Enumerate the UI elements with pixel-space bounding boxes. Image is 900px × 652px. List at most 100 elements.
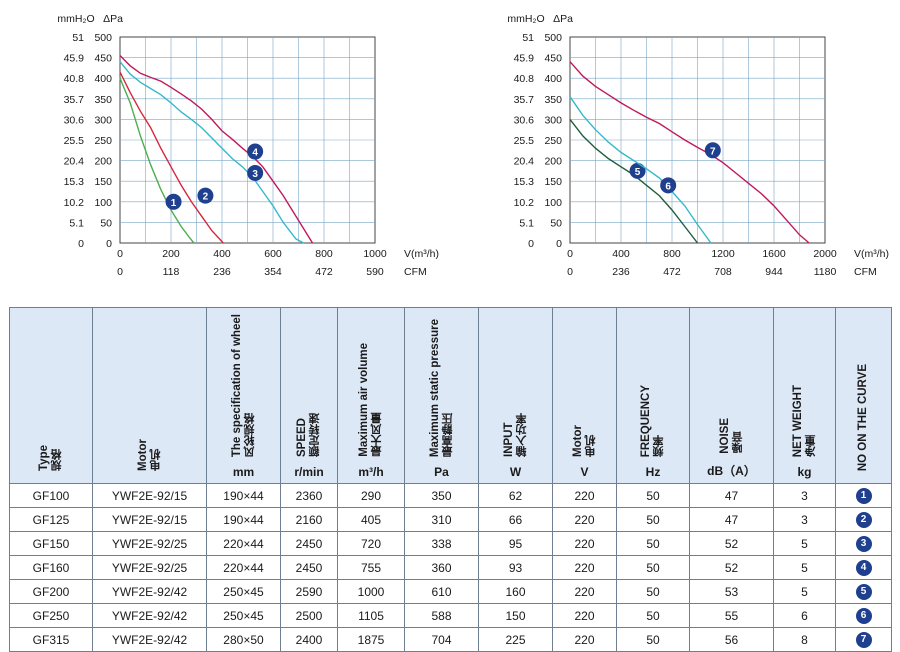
curve-number-badge: 5 bbox=[855, 583, 872, 600]
cell-noise: 53 bbox=[689, 579, 774, 605]
header-label: NET WEIGHT 净重 bbox=[792, 379, 818, 463]
header-label-en: NO ON THE CURVE bbox=[857, 364, 869, 472]
chart0-ytick-mmh2o: 51 bbox=[72, 32, 84, 44]
cell-curve: 4 bbox=[835, 555, 892, 581]
cell-input: 95 bbox=[478, 531, 553, 557]
cell-type: GF150 bbox=[9, 531, 93, 557]
curve-number-badge: 1 bbox=[855, 487, 872, 504]
header-unit: r/min bbox=[294, 465, 324, 480]
chart1-xunit-bottom: CFM bbox=[854, 266, 877, 278]
chart1-xtick-m3h: 1200 bbox=[711, 248, 735, 260]
header-unit: mm bbox=[232, 465, 255, 480]
chart1-xtick-cfm: 944 bbox=[765, 266, 783, 278]
cell-noise: 52 bbox=[689, 531, 774, 557]
table-header-cell: Motor 电机 bbox=[92, 306, 207, 485]
cell-noise: 56 bbox=[689, 627, 774, 652]
curve-marker-label-2: 2 bbox=[203, 192, 209, 203]
curve-line-2 bbox=[119, 71, 224, 244]
chart1-xtick-m3h: 1600 bbox=[762, 248, 786, 260]
header-label: Motor 电机 bbox=[572, 419, 598, 463]
header-unit: Hz bbox=[645, 465, 661, 480]
chart1-ytick-mmh2o: 35.7 bbox=[514, 94, 535, 106]
curve-marker-label-4: 4 bbox=[252, 148, 258, 159]
header-label: SPEED 额定转速 bbox=[296, 407, 322, 463]
cell-noise: 47 bbox=[689, 507, 774, 533]
curve-number-badge: 4 bbox=[855, 559, 872, 576]
header-label-en: Motor bbox=[571, 425, 584, 458]
curve-number-badge: 3 bbox=[855, 535, 872, 552]
chart0-ytick-mmh2o: 5.1 bbox=[69, 217, 84, 229]
header-label-cn: 风轮规格 bbox=[243, 413, 256, 458]
cell-speed: 2400 bbox=[280, 627, 338, 652]
table-row: GF200 YWF2E-92/42 250×45 2590 1000 610 160 220 5… bbox=[9, 579, 892, 605]
chart1-ytick-pa: 450 bbox=[544, 53, 562, 65]
cell-volt: 220 bbox=[552, 627, 617, 652]
header-label-cn: 输入功率 bbox=[515, 413, 528, 458]
cell-pressure: 588 bbox=[404, 603, 479, 629]
cell-air: 720 bbox=[337, 531, 405, 557]
curve-number-badge: 7 bbox=[855, 631, 872, 648]
cell-pressure: 338 bbox=[404, 531, 479, 557]
cell-wheel: 220×44 bbox=[206, 555, 281, 581]
header-label-en: Maximum air volume bbox=[358, 343, 370, 458]
chart1-ytick-pa: 150 bbox=[544, 176, 562, 188]
cell-air: 1875 bbox=[337, 627, 405, 652]
cell-pressure: 704 bbox=[404, 627, 479, 652]
header-label: Maximum static pressure 最高静压 bbox=[429, 313, 455, 463]
curve-line-7 bbox=[569, 61, 810, 244]
chart0-xtick-m3h: 1000 bbox=[363, 248, 387, 260]
header-unit: Pa bbox=[434, 465, 449, 480]
cell-volt: 220 bbox=[552, 579, 617, 605]
cell-speed: 2360 bbox=[280, 483, 338, 509]
cell-noise: 47 bbox=[689, 483, 774, 509]
table-header-cell: NO ON THE CURVE bbox=[835, 306, 892, 485]
header-label: INPUT 输入功率 bbox=[503, 407, 529, 463]
curve-marker-label-6: 6 bbox=[665, 181, 671, 192]
chart1-xtick-m3h: 0 bbox=[567, 248, 573, 260]
chart0-ytick-mmh2o: 45.9 bbox=[64, 53, 85, 65]
chart0-ytick-pa: 400 bbox=[94, 73, 112, 85]
chart1-xunit-top: V(m³/h) bbox=[854, 248, 889, 260]
table-header-cell: INPUT 输入功率 W bbox=[478, 306, 553, 485]
cell-type: GF315 bbox=[9, 627, 93, 652]
header-label-en: FREQUENCY bbox=[640, 384, 652, 458]
chart1-ytick-pa: 250 bbox=[544, 135, 562, 147]
cell-pressure: 310 bbox=[404, 507, 479, 533]
curve-line-6 bbox=[569, 96, 712, 244]
chart1-ytick-pa: 200 bbox=[544, 156, 562, 168]
cell-air: 405 bbox=[337, 507, 405, 533]
chart0-ytick-mmh2o: 10.2 bbox=[64, 197, 85, 209]
curve-line-3 bbox=[119, 61, 304, 244]
chart1-ytick-pa: 300 bbox=[544, 114, 562, 126]
chart1-xtick-m3h: 800 bbox=[663, 248, 681, 260]
cell-curve: 2 bbox=[835, 507, 892, 533]
table-header-cell: Maximum static pressure 最高静压 Pa bbox=[404, 306, 479, 485]
cell-curve: 6 bbox=[835, 603, 892, 629]
header-label-cn: 频率 bbox=[653, 435, 665, 458]
chart1-ytick-mmh2o: 30.6 bbox=[514, 114, 535, 126]
cell-curve: 5 bbox=[835, 579, 892, 605]
cell-freq: 50 bbox=[616, 627, 690, 652]
chart1-ytick-mmh2o: 40.8 bbox=[514, 73, 535, 85]
chart0-ytick-mmh2o: 20.4 bbox=[64, 156, 85, 168]
cell-freq: 50 bbox=[616, 603, 690, 629]
chart1-xtick-m3h: 2000 bbox=[813, 248, 837, 260]
cell-pressure: 360 bbox=[404, 555, 479, 581]
chart1-ytick-mmh2o: 15.3 bbox=[514, 176, 535, 188]
chart1-ytick-mmh2o: 25.5 bbox=[514, 135, 535, 147]
header-label: Motor 电机 bbox=[137, 433, 163, 477]
table-header-cell: The specification of wheel 风轮规格 mm bbox=[206, 306, 281, 485]
chart1-ytick-pa: 50 bbox=[550, 217, 562, 229]
cell-speed: 2450 bbox=[280, 531, 338, 557]
cell-noise: 55 bbox=[689, 603, 774, 629]
curve-marker-7 bbox=[704, 142, 721, 159]
cell-weight: 3 bbox=[773, 507, 836, 533]
header-label: Maximum air volume 最大风量 bbox=[358, 337, 384, 463]
cell-freq: 50 bbox=[616, 507, 690, 533]
chart1-yunit-left: mmH₂O bbox=[507, 13, 544, 25]
curve-marker-6 bbox=[660, 177, 677, 194]
cell-volt: 220 bbox=[552, 507, 617, 533]
cell-speed: 2160 bbox=[280, 507, 338, 533]
chart1-xtick-m3h: 400 bbox=[612, 248, 630, 260]
cell-input: 160 bbox=[478, 579, 553, 605]
